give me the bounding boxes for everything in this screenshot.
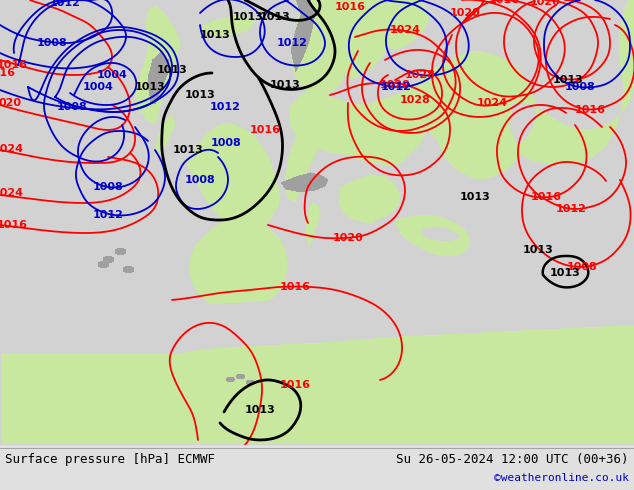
Text: 1016: 1016 xyxy=(250,125,280,135)
Text: Su 26-05-2024 12:00 UTC (00+36): Su 26-05-2024 12:00 UTC (00+36) xyxy=(396,453,629,466)
Text: 1008: 1008 xyxy=(210,138,242,148)
Text: 1008: 1008 xyxy=(567,262,597,272)
Text: 1013: 1013 xyxy=(260,12,290,22)
Text: 1024: 1024 xyxy=(0,188,23,198)
Text: 1013: 1013 xyxy=(172,145,204,155)
Text: 1024: 1024 xyxy=(477,98,507,108)
Text: 1013: 1013 xyxy=(553,75,583,85)
Text: 1016: 1016 xyxy=(0,68,15,78)
Text: 1004: 1004 xyxy=(96,70,127,80)
Text: 1016: 1016 xyxy=(280,380,311,390)
Text: 1012: 1012 xyxy=(380,82,411,92)
Text: 1016: 1016 xyxy=(574,105,605,115)
Text: 1008: 1008 xyxy=(56,102,87,112)
Text: 1008: 1008 xyxy=(565,82,595,92)
Text: 1013: 1013 xyxy=(522,245,553,255)
Text: 1012: 1012 xyxy=(49,0,81,8)
Text: 1024: 1024 xyxy=(0,144,23,154)
Text: 1012: 1012 xyxy=(93,210,124,220)
Text: 1016: 1016 xyxy=(280,282,311,292)
Text: 1016: 1016 xyxy=(489,0,519,5)
Text: 1020: 1020 xyxy=(333,233,363,243)
Text: Surface pressure [hPa] ECMWF: Surface pressure [hPa] ECMWF xyxy=(5,453,215,466)
Text: 1028: 1028 xyxy=(404,70,436,80)
Text: 1013: 1013 xyxy=(184,90,216,100)
Text: 1013: 1013 xyxy=(550,268,580,278)
Text: 1012: 1012 xyxy=(555,204,586,214)
Text: 1020: 1020 xyxy=(529,0,560,7)
Text: 1024: 1024 xyxy=(389,25,420,35)
Text: 1013: 1013 xyxy=(460,192,490,202)
Text: 1013: 1013 xyxy=(200,30,230,40)
Text: 1012: 1012 xyxy=(210,102,240,112)
Text: 1013: 1013 xyxy=(134,82,165,92)
Text: 1020: 1020 xyxy=(450,8,481,18)
Text: 1016: 1016 xyxy=(335,2,365,12)
Text: 1028: 1028 xyxy=(399,95,430,105)
Text: 1013: 1013 xyxy=(269,80,301,90)
Text: 1013: 1013 xyxy=(245,405,275,415)
Text: 1004: 1004 xyxy=(82,82,113,92)
Text: 1013: 1013 xyxy=(233,12,263,22)
Text: 1016: 1016 xyxy=(0,220,27,230)
Text: 1012: 1012 xyxy=(276,38,307,48)
Text: 1016: 1016 xyxy=(0,60,27,70)
Text: ©weatheronline.co.uk: ©weatheronline.co.uk xyxy=(494,473,629,483)
Text: 1016: 1016 xyxy=(531,192,562,202)
Text: 1008: 1008 xyxy=(37,38,67,48)
Text: 1008: 1008 xyxy=(184,175,216,185)
Text: 1008: 1008 xyxy=(93,182,124,192)
Text: 020: 020 xyxy=(0,98,22,108)
Text: 1020: 1020 xyxy=(380,80,410,90)
Text: 1013: 1013 xyxy=(157,65,188,75)
